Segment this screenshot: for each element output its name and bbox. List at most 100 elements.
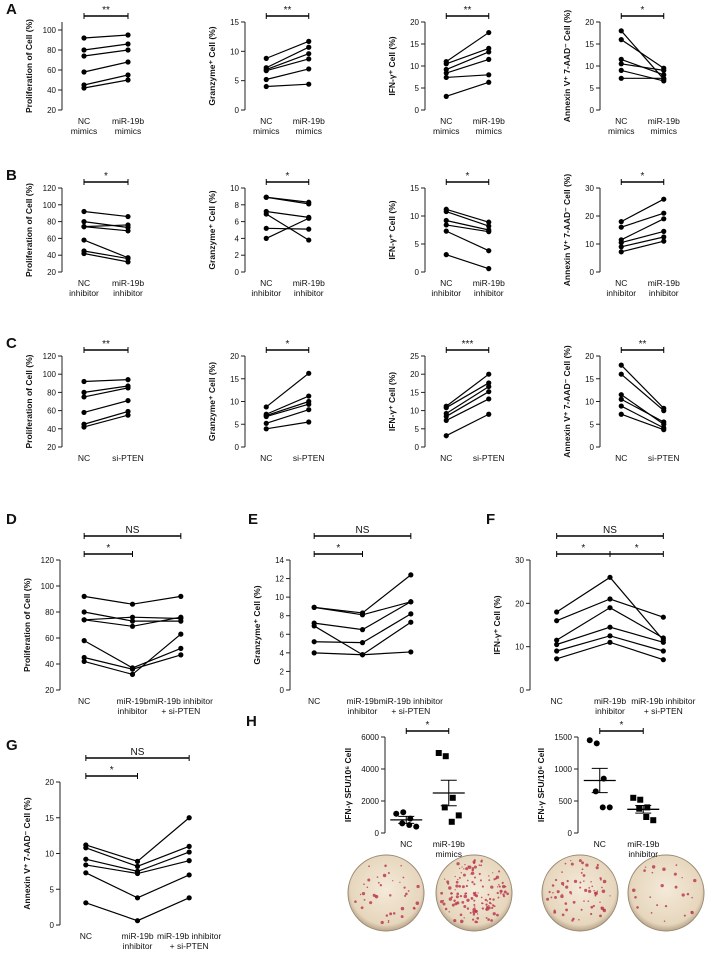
y-tick-label: 20 — [47, 443, 56, 452]
y-tick-label: 5 — [235, 420, 240, 429]
subject-line — [620, 39, 665, 69]
plate-spot — [596, 890, 599, 892]
plate-spot — [470, 897, 472, 899]
plate-spot — [596, 863, 599, 867]
data-point — [306, 44, 312, 50]
plate-spot — [486, 905, 489, 909]
plate-spot — [579, 886, 582, 889]
plate-spot — [472, 860, 476, 864]
data-point — [618, 219, 624, 225]
data-point — [306, 226, 312, 232]
x-tick-label: NC mimics — [253, 116, 279, 136]
data-point — [81, 69, 87, 75]
data-point — [83, 856, 89, 862]
plate-spot — [590, 880, 592, 883]
plate-spot — [440, 899, 444, 904]
data-point — [486, 49, 492, 55]
y-axis-label: Proliferation of Cell (%) — [24, 19, 34, 113]
subject-line — [266, 83, 309, 88]
plate-spot — [392, 912, 396, 915]
y-tick-label: 8 — [280, 612, 285, 621]
subject-line — [266, 403, 309, 418]
plate-spot — [573, 879, 578, 884]
data-point — [306, 393, 312, 399]
plate-spot — [387, 872, 390, 875]
subject-line — [83, 61, 129, 73]
plate-spot — [385, 914, 389, 917]
plate-spot — [450, 896, 453, 899]
significance-label: ** — [464, 5, 472, 16]
plate-spot — [461, 900, 465, 904]
subject-line — [620, 218, 665, 241]
data-point — [125, 377, 131, 383]
plate-spot — [506, 892, 509, 896]
data-point — [554, 609, 560, 615]
plate-spot — [686, 892, 690, 896]
plate-spot — [582, 874, 586, 877]
plate-spot — [660, 883, 664, 888]
plate-spot — [361, 891, 366, 896]
data-point — [661, 196, 667, 202]
plate-spot — [498, 870, 501, 873]
plate-spot — [590, 912, 593, 916]
data-point — [455, 812, 462, 819]
subject-line — [621, 236, 664, 248]
subject-line — [445, 386, 490, 415]
data-point — [607, 624, 613, 630]
plate-spot — [632, 888, 636, 893]
plate-spot — [466, 879, 469, 882]
plate-spot — [591, 885, 594, 888]
data-point — [554, 648, 560, 654]
data-point — [263, 420, 269, 426]
y-tick-label: 5 — [50, 885, 55, 894]
data-point — [618, 75, 624, 81]
data-point — [81, 35, 87, 41]
plate-spot — [467, 865, 472, 870]
data-point — [81, 85, 87, 91]
plate-spot — [561, 913, 565, 917]
data-point — [81, 378, 87, 385]
plate-spot — [402, 876, 405, 879]
subject-line — [83, 379, 129, 383]
plate-spot — [377, 881, 380, 884]
plate-spot — [663, 920, 666, 922]
data-point — [592, 788, 599, 795]
plate-spot — [553, 910, 557, 914]
data-point — [661, 234, 667, 240]
data-point — [311, 650, 317, 656]
plate-spot — [485, 916, 488, 919]
data-point — [125, 41, 131, 47]
x-tick-label: NC — [80, 931, 92, 941]
subject-line — [83, 385, 129, 393]
plate-spot — [400, 915, 404, 919]
plate-spot — [459, 919, 464, 924]
y-tick-label: 2 — [280, 667, 285, 676]
plate-spot — [556, 890, 560, 894]
significance-label: ** — [102, 339, 110, 350]
significance-label: * — [110, 765, 114, 776]
y-tick-label: 10 — [410, 407, 419, 416]
plate-spot — [546, 897, 550, 901]
data-point — [393, 810, 400, 817]
y-tick-label: 0 — [235, 443, 240, 452]
plate-spot — [551, 884, 555, 887]
plate-spot — [400, 864, 402, 867]
plate-spot — [455, 895, 459, 899]
y-axis-label: IFN-γ SFU/10⁶ Cell — [343, 748, 353, 822]
plate-spot — [456, 862, 460, 866]
data-point — [443, 405, 449, 411]
plate-spot — [601, 889, 606, 894]
data-point — [263, 83, 269, 90]
plate-spot — [458, 867, 461, 869]
plate-spot — [585, 863, 589, 867]
data-point — [554, 618, 560, 624]
y-tick-label: 12 — [275, 575, 284, 584]
y-tick-label: 0 — [568, 829, 573, 838]
plate-spot — [681, 893, 685, 897]
plate-spot — [440, 891, 444, 895]
panel-label: F — [486, 511, 495, 528]
data-point — [660, 635, 666, 641]
data-point — [186, 849, 192, 855]
data-point — [306, 38, 312, 44]
plate-spot — [473, 865, 477, 869]
